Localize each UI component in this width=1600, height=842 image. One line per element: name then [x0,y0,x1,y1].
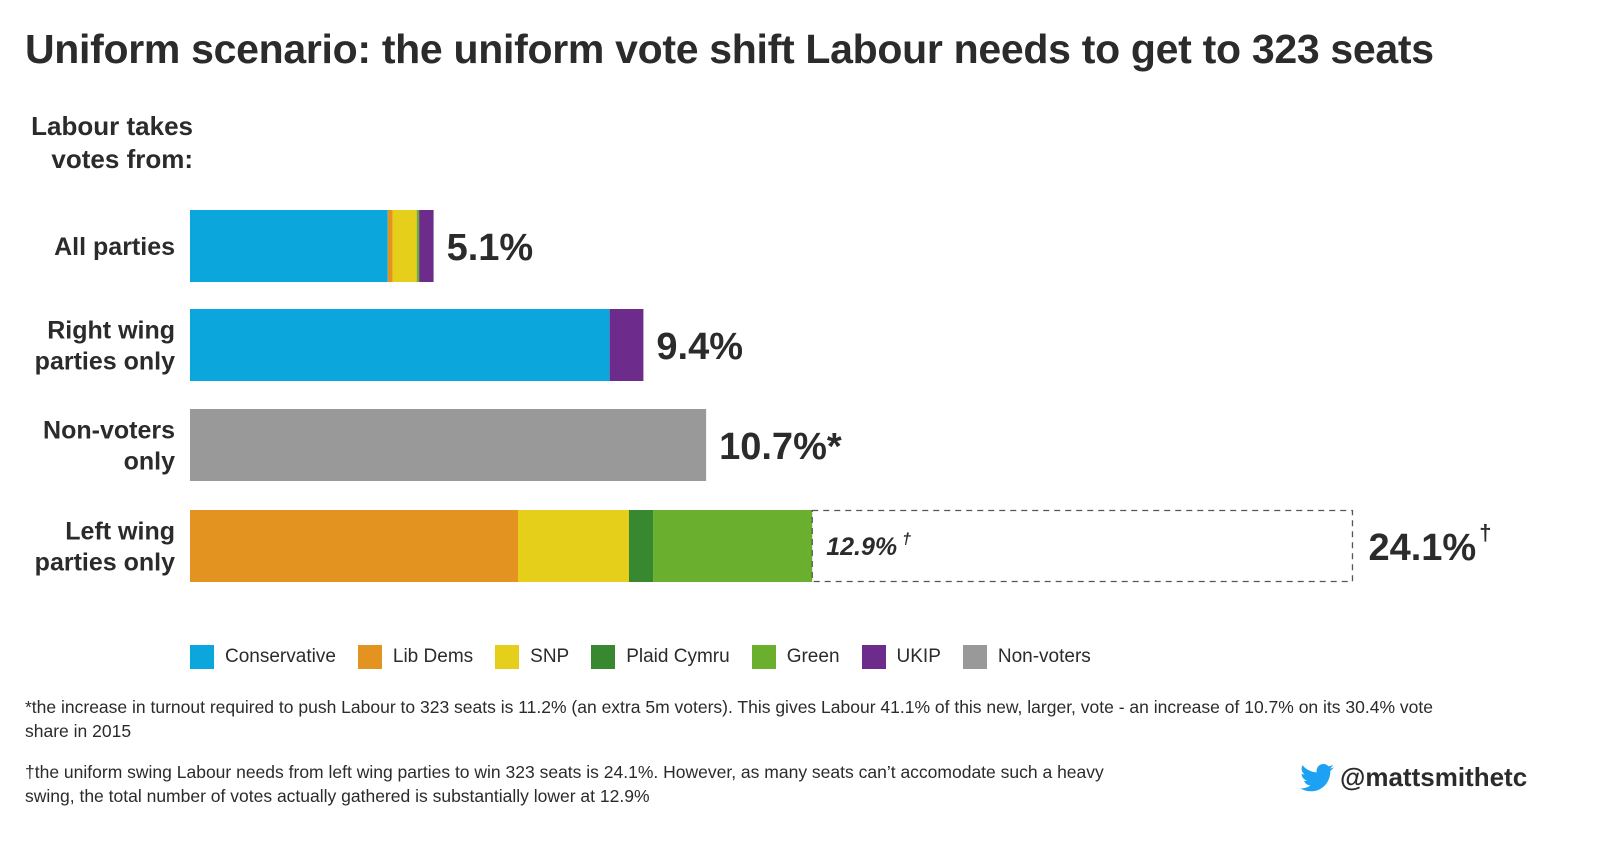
twitter-handle-text: @mattsmithetc [1340,762,1528,792]
row-label: parties only [35,348,175,376]
legend-swatch [861,645,886,669]
row-label: parties only [35,549,175,577]
legend-swatch [357,645,382,669]
total-value-dagger: † [1479,520,1491,545]
chart-legend: Conservative Lib Dems SNP Plaid Cymru Green U… [190,645,1113,669]
bar-segment-green [416,210,420,282]
gathered-value-label: 12.9% [826,533,897,561]
row-label: Left wing [65,518,175,546]
bar-segment-green [653,510,813,582]
bar-segment-lib-dems [387,210,393,282]
legend-label: Lib Dems [392,646,474,667]
legend-item-lib-dems: Lib Dems [357,645,474,669]
row-label: Right wing [47,317,175,345]
row-label: Non-voters [43,417,175,445]
bar-segment-ukip [419,210,434,282]
total-value-label: 9.4% [656,326,743,368]
twitter-bird-icon [1300,763,1334,791]
row-label: only [124,448,175,476]
legend-swatch [751,645,776,669]
legend-label: UKIP [896,646,941,667]
row-label: All parties [54,233,175,261]
footnote-turnout: *the increase in turnout required to pus… [25,697,1433,741]
legend-item-plaid-cymru: Plaid Cymru [591,645,730,669]
stacked-bar-chart: All parties 5.1% Right wing parties only 9.4… [35,210,1491,583]
legend-item-green: Green [751,645,840,669]
legend-label: Non-voters [997,646,1091,667]
legend-swatch [591,645,616,669]
axis-heading: Labour takes votes from: [31,111,193,174]
total-value-label: 24.1% [1368,527,1476,569]
bar-segment-snp [392,210,417,282]
legend-item-ukip: UKIP [861,645,941,669]
required-swing-outline [811,509,1354,583]
bar-segment-plaid-cymru [628,510,654,582]
bar-segment-conservative [190,210,388,282]
bar-row-1: All parties 5.1% [54,210,533,282]
chart-title: Uniform scenario: the uniform vote shift… [25,26,1434,72]
legend-swatch [190,645,214,669]
twitter-handle[interactable]: @mattsmithetc [1300,762,1527,793]
bar-segment-ukip [609,309,644,381]
total-value-label: 10.7%* [719,426,842,468]
footnote-swing: †the uniform swing Labour needs from lef… [25,762,1104,806]
legend-swatch [962,645,987,669]
legend-swatch [495,645,520,669]
bar-segment-conservative [190,309,610,381]
total-value-label: 5.1% [447,227,534,269]
legend-label: Plaid Cymru [626,646,730,667]
legend-label: SNP [530,646,570,667]
bar-segment-lib-dems [190,510,518,582]
gathered-value-dagger: † [902,531,911,548]
bar-row-3: Non-voters only 10.7%* [43,409,842,481]
legend-item-snp: SNP [495,645,569,669]
legend-item-conservative: Conservative [190,645,336,669]
bar-segment-non-voters [190,409,707,481]
legend-label: Green [786,646,840,667]
legend-label: Conservative [225,646,336,667]
bar-segment-snp [518,510,629,582]
bar-row-2: Right wing parties only 9.4% [35,309,743,381]
legend-item-non-voters: Non-voters [962,645,1091,669]
